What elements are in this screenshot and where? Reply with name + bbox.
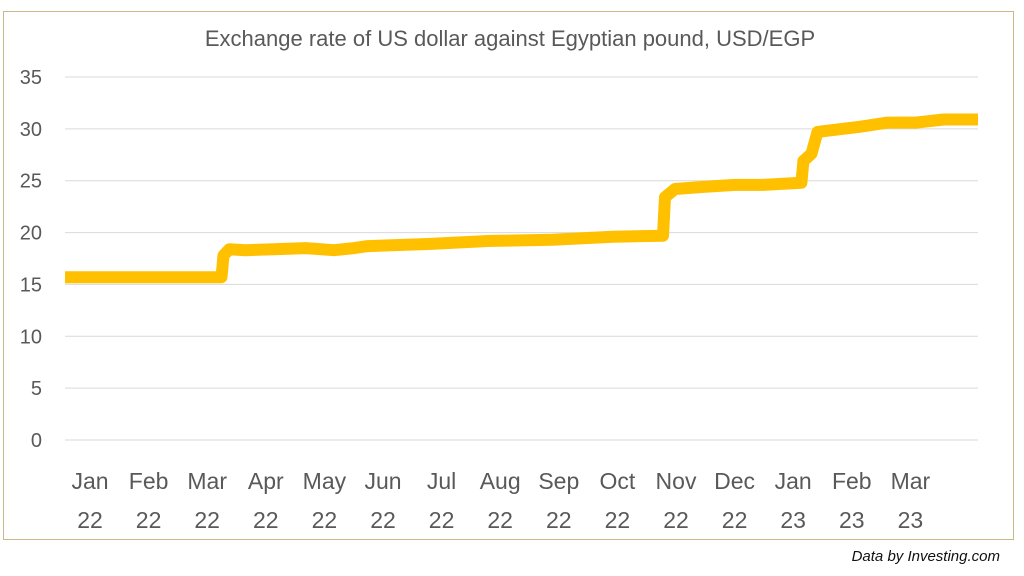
y-tick-label: 0 [31,430,42,452]
x-tick-label: Sep 22 [538,468,579,533]
y-tick-label: 20 [20,223,42,245]
x-tick-label: Apr 22 [248,468,284,533]
x-tick-label: Jul 22 [427,468,456,533]
chart-frame [3,11,1014,540]
y-tick-label: 5 [31,378,42,400]
x-tick-label: May 22 [303,468,347,533]
series-line [65,113,978,284]
x-tick-label: Mar 23 [891,468,931,533]
x-tick-label: Dec 22 [714,468,755,533]
x-tick-label: Oct 22 [600,468,636,533]
x-tick-label: Jan 23 [775,468,812,533]
y-tick-label: 15 [20,274,42,296]
x-tick-label: Aug 22 [480,468,521,533]
series-group [65,113,978,284]
y-tick-label: 30 [20,119,42,141]
y-axis-ticks: 0 5 10 15 20 25 30 35 [20,67,42,452]
y-tick-label: 25 [20,171,42,193]
x-tick-label: Jun 22 [364,468,401,533]
x-tick-label: Mar 22 [187,468,227,533]
y-tick-label: 10 [20,326,42,348]
x-tick-label: Feb 23 [832,468,872,533]
x-tick-label: Feb 22 [129,468,169,533]
gridlines [65,76,978,441]
source-note: Data by Investing.com [851,548,1000,565]
chart-title: Exchange rate of US dollar against Egypt… [205,26,815,51]
x-axis-ticks: Jan 22 Feb 22 Mar 22 Apr 22 May 22 Jun 22 Jul 22 Aug 22… [71,468,930,533]
x-tick-label: Nov 22 [656,468,697,533]
x-tick-label: Jan 22 [71,468,108,533]
y-tick-label: 35 [20,67,42,89]
